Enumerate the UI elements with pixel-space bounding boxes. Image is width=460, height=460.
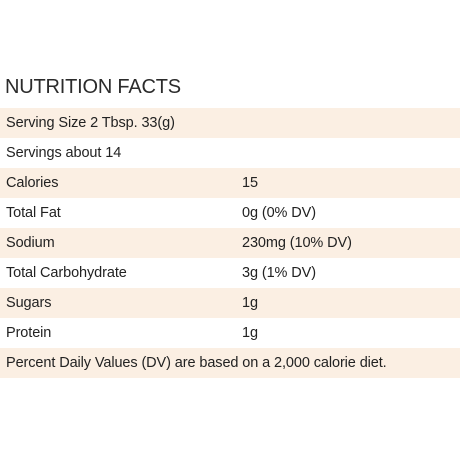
dv-footnote: Percent Daily Values (DV) are based on a… <box>6 355 387 371</box>
row-serving-size: Serving Size 2 Tbsp. 33(g) <box>0 108 460 138</box>
row-total-fat: Total Fat 0g (0% DV) <box>0 198 460 228</box>
total-carbohydrate-label: Total Carbohydrate <box>6 265 127 281</box>
protein-label: Protein <box>6 325 52 341</box>
protein-value: 1g <box>242 325 258 341</box>
calories-value: 15 <box>242 175 258 191</box>
calories-label: Calories <box>6 175 59 191</box>
row-total-carbohydrate: Total Carbohydrate 3g (1% DV) <box>0 258 460 288</box>
servings-label: Servings about 14 <box>6 145 122 161</box>
row-servings: Servings about 14 <box>0 138 460 168</box>
serving-size-label: Serving Size 2 Tbsp. 33(g) <box>6 115 175 131</box>
row-calories: Calories 15 <box>0 168 460 198</box>
nutrition-facts-panel: NUTRITION FACTS Serving Size 2 Tbsp. 33(… <box>0 72 460 378</box>
row-sodium: Sodium 230mg (10% DV) <box>0 228 460 258</box>
total-carbohydrate-value: 3g (1% DV) <box>242 265 316 281</box>
nutrition-table: Serving Size 2 Tbsp. 33(g) Servings abou… <box>0 108 460 378</box>
row-protein: Protein 1g <box>0 318 460 348</box>
total-fat-value: 0g (0% DV) <box>242 205 316 221</box>
sugars-value: 1g <box>242 295 258 311</box>
row-dv-footnote: Percent Daily Values (DV) are based on a… <box>0 348 460 378</box>
total-fat-label: Total Fat <box>6 205 61 221</box>
row-sugars: Sugars 1g <box>0 288 460 318</box>
sodium-label: Sodium <box>6 235 55 251</box>
sodium-value: 230mg (10% DV) <box>242 235 352 251</box>
nutrition-facts-title: NUTRITION FACTS <box>5 76 181 98</box>
sugars-label: Sugars <box>6 295 52 311</box>
